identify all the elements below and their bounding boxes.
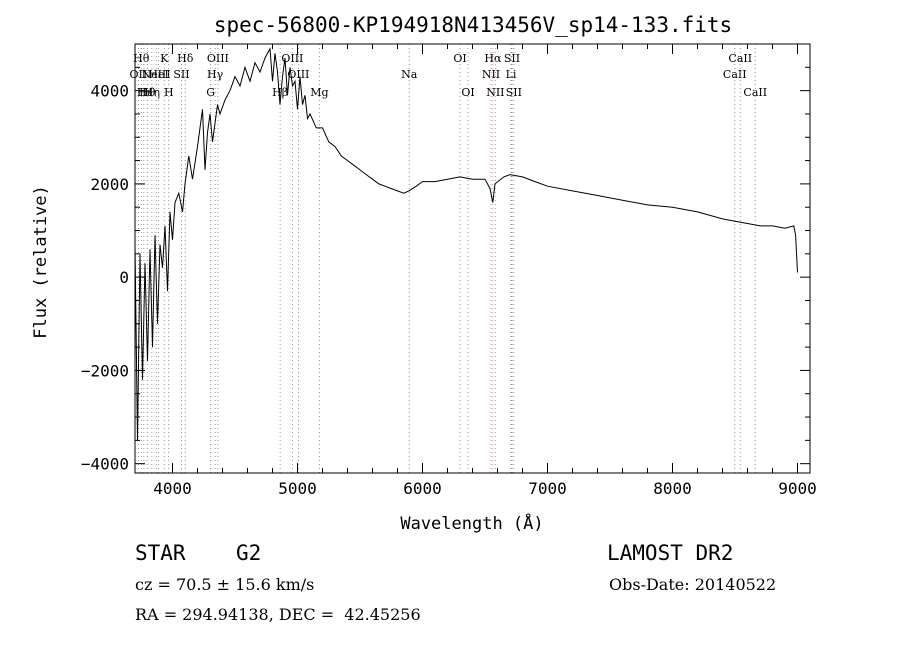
y-tick-label: 0 <box>119 268 129 287</box>
axis-ticks: 4000 5000 6000 7000 8000 9000 −4000 −2000 0 2000 4… <box>81 43 817 498</box>
y-tick-label: −2000 <box>81 361 129 380</box>
spectrum-line <box>134 46 798 441</box>
coordinates: RA = 294.94138, DEC = 42.45256 <box>135 605 421 624</box>
line-marker-label: OIII <box>287 68 309 81</box>
line-marker-label: K <box>160 52 169 65</box>
x-axis-label: Wavelength (Å) <box>400 512 543 534</box>
line-marker-label: NeIII <box>142 68 171 81</box>
line-marker-label: Hδ <box>177 52 194 65</box>
line-marker-label: Hβ <box>272 86 288 99</box>
y-tick-label: 4000 <box>90 82 129 101</box>
line-marker-label: OIII <box>207 52 229 65</box>
observation-date: Obs-Date: 20140522 <box>609 575 777 594</box>
x-tick-label: 8000 <box>653 479 692 498</box>
line-marker-label: Mg <box>310 86 328 99</box>
line-marker-label: Hα <box>484 52 502 65</box>
line-marker-label: CaII <box>728 52 752 65</box>
line-marker-label: NII <box>486 86 504 99</box>
line-marker-label: OIII <box>281 52 303 65</box>
line-marker-label: OII <box>130 68 148 81</box>
line-marker-label: SII <box>506 86 522 99</box>
y-tick-label: −4000 <box>81 455 129 474</box>
x-tick-label: 4000 <box>153 479 192 498</box>
line-marker-label: H <box>164 86 174 99</box>
y-axis-label: Flux (relative) <box>31 185 51 339</box>
line-marker-label: CaII <box>723 68 747 81</box>
line-marker-label: CaII <box>743 86 767 99</box>
object-class: STAR <box>135 541 186 565</box>
line-marker-label: HeI <box>148 68 168 81</box>
line-marker-label: OI <box>461 86 474 99</box>
y-tick-label: 2000 <box>90 175 129 194</box>
line-marker-label: Hθ <box>139 86 156 99</box>
line-marker-label: Na <box>401 68 418 81</box>
x-tick-label: 5000 <box>278 479 317 498</box>
line-marker-label: OI <box>453 52 466 65</box>
plot-frame <box>134 43 811 474</box>
line-marker-label: Hι <box>137 86 151 99</box>
redshift-velocity: cz = 70.5 ± 15.6 km/s <box>135 575 315 594</box>
line-marker-label: SII <box>173 68 189 81</box>
line-marker-label: NII <box>482 68 500 81</box>
line-marker-label: Hη <box>144 86 160 99</box>
line-marker-label: Hγ <box>207 68 224 81</box>
line-marker-label: Hθ <box>133 52 150 65</box>
line-marker-label: SII <box>504 52 520 65</box>
x-tick-label: 7000 <box>528 479 567 498</box>
line-marker-label: Li <box>506 68 517 81</box>
line-markers: OIIHθHιHθHηNeIIIHeIKHSIIHδGHγOIIIHβOIIIO… <box>130 44 767 473</box>
survey-name: LAMOST DR2 <box>607 541 734 565</box>
line-marker-label: G <box>206 86 215 99</box>
x-tick-label: 9000 <box>778 479 817 498</box>
x-tick-label: 6000 <box>403 479 442 498</box>
object-subclass: G2 <box>236 541 262 565</box>
chart-title: spec-56800-KP194918N413456V_sp14-133.fit… <box>214 13 732 37</box>
